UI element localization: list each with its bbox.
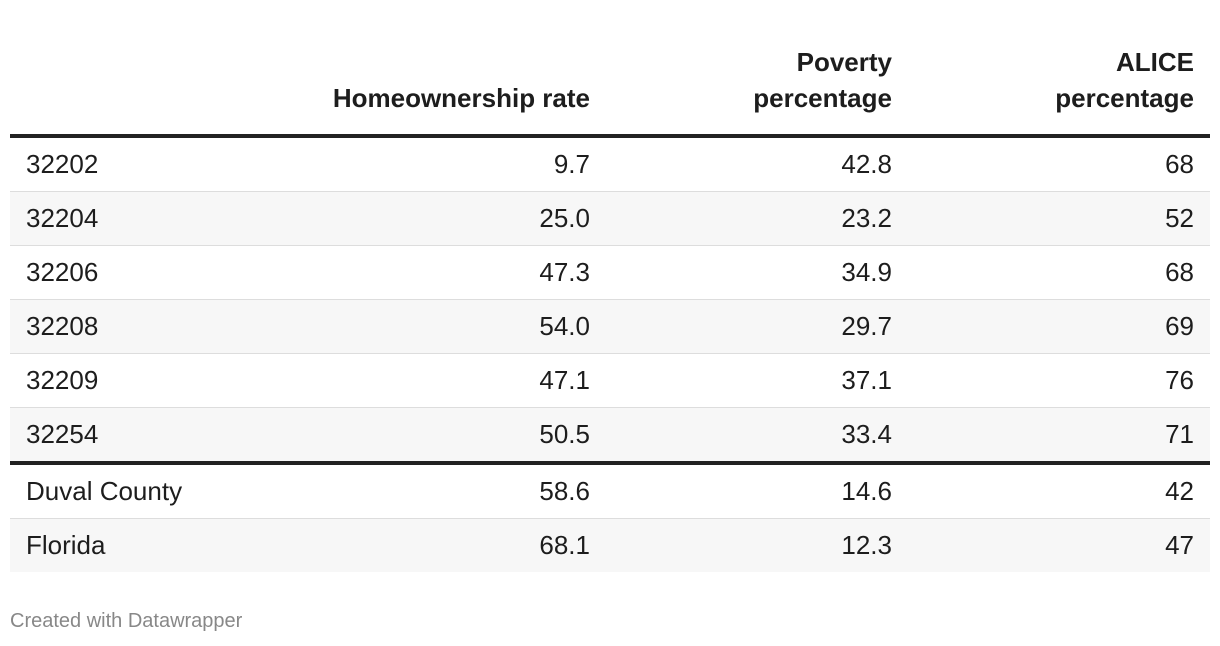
data-table-container: Homeownership rate Poverty percentage ALICE… <box>10 40 1210 572</box>
table-row: Florida 68.1 12.3 47 <box>10 518 1210 572</box>
header-alice-percentage: ALICE percentage <box>908 40 1210 138</box>
header-homeownership-rate: Homeownership rate <box>310 40 606 138</box>
cell-alice-percentage: 68 <box>908 136 1210 192</box>
table-row: 32209 47.1 37.1 76 <box>10 353 1210 408</box>
cell-area: Duval County <box>10 463 310 519</box>
cell-area: 32254 <box>10 407 310 465</box>
header-poverty-percentage: Poverty percentage <box>606 40 908 138</box>
header-text: Homeownership rate <box>332 83 590 113</box>
table-row: 32204 25.0 23.2 52 <box>10 191 1210 246</box>
cell-poverty-percentage: 42.8 <box>606 136 908 192</box>
datawrapper-credit: Created with Datawrapper <box>10 610 243 632</box>
cell-homeownership-rate: 47.3 <box>310 245 606 300</box>
cell-alice-percentage: 47 <box>908 518 1210 572</box>
table-row: 32206 47.3 34.9 68 <box>10 245 1210 300</box>
cell-homeownership-rate: 68.1 <box>310 518 606 572</box>
cell-homeownership-rate: 58.6 <box>310 463 606 519</box>
cell-alice-percentage: 68 <box>908 245 1210 300</box>
cell-homeownership-rate: 25.0 <box>310 191 606 246</box>
cell-homeownership-rate: 47.1 <box>310 353 606 408</box>
table-row: 32208 54.0 29.7 69 <box>10 299 1210 354</box>
header-row-label <box>10 40 310 138</box>
table-row: 32254 50.5 33.4 71 <box>10 407 1210 465</box>
cell-poverty-percentage: 29.7 <box>606 299 908 354</box>
header-text: ALICE <box>1116 47 1194 77</box>
cell-area: 32206 <box>10 245 310 300</box>
table-row: Duval County 58.6 14.6 42 <box>10 463 1210 519</box>
cell-area: 32209 <box>10 353 310 408</box>
table-body: 32202 9.7 42.8 68 32204 25.0 23.2 52 32206 47.3 34… <box>10 136 1210 572</box>
header-text: percentage <box>753 83 892 113</box>
cell-homeownership-rate: 54.0 <box>310 299 606 354</box>
cell-alice-percentage: 71 <box>908 407 1210 465</box>
cell-alice-percentage: 42 <box>908 463 1210 519</box>
header-row: Homeownership rate Poverty percentage ALICE… <box>10 40 1210 138</box>
cell-poverty-percentage: 33.4 <box>606 407 908 465</box>
cell-alice-percentage: 69 <box>908 299 1210 354</box>
cell-homeownership-rate: 50.5 <box>310 407 606 465</box>
cell-area: 32204 <box>10 191 310 246</box>
cell-alice-percentage: 76 <box>908 353 1210 408</box>
cell-homeownership-rate: 9.7 <box>310 136 606 192</box>
cell-poverty-percentage: 37.1 <box>606 353 908 408</box>
cell-poverty-percentage: 12.3 <box>606 518 908 572</box>
cell-poverty-percentage: 23.2 <box>606 191 908 246</box>
cell-area: 32202 <box>10 136 310 192</box>
cell-poverty-percentage: 34.9 <box>606 245 908 300</box>
cell-alice-percentage: 52 <box>908 191 1210 246</box>
cell-poverty-percentage: 14.6 <box>606 463 908 519</box>
cell-area: Florida <box>10 518 310 572</box>
header-text: Poverty <box>796 47 892 77</box>
header-text: percentage <box>1055 83 1194 113</box>
data-table: Homeownership rate Poverty percentage ALICE… <box>10 40 1210 572</box>
cell-area: 32208 <box>10 299 310 354</box>
table-row: 32202 9.7 42.8 68 <box>10 136 1210 192</box>
